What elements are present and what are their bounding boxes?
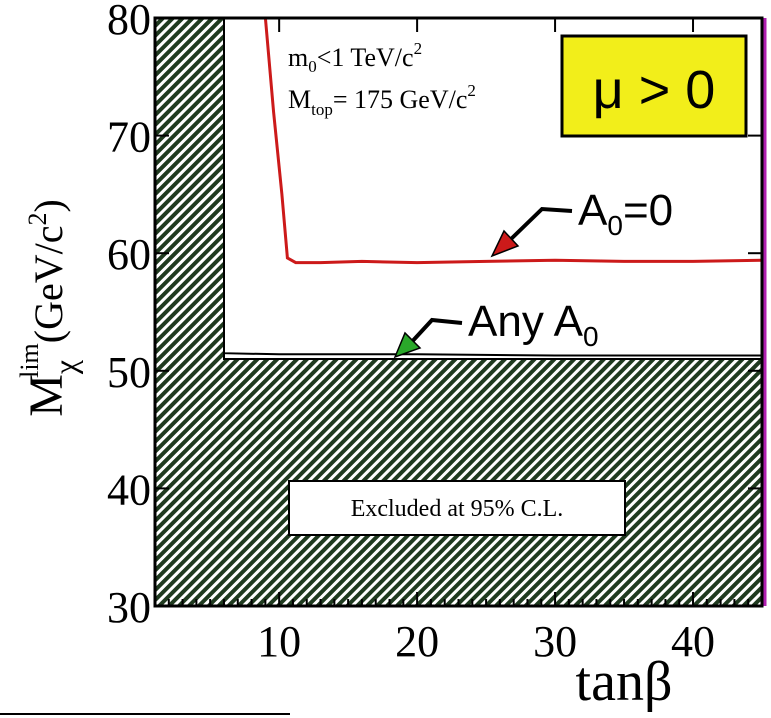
annotation-mtop: Mtop= 175 GeV/c2 <box>288 81 476 119</box>
series-line-any-a0 <box>223 18 762 357</box>
arrow-head-a0-zero-icon <box>490 229 520 258</box>
series-label-a0-zero: A0=0 <box>578 186 673 241</box>
mu-label-box <box>560 34 748 138</box>
arrow-a0-zero <box>508 206 573 242</box>
excluded-label-box <box>288 480 626 536</box>
y-tick-label: 50 <box>107 348 151 397</box>
y-tick-label: 30 <box>107 583 151 632</box>
arrow-any-a0 <box>406 317 463 348</box>
y-label-unit-close: ) <box>26 199 71 212</box>
y-label-unit: (GeV/c <box>26 226 71 344</box>
x-tick-label: 10 <box>257 617 301 666</box>
y-axis-label: Mχlim(GeV/c2) <box>15 199 83 417</box>
x-tick-label: 20 <box>395 617 439 666</box>
y-tick-label: 60 <box>107 230 151 279</box>
y-tick-label: 80 <box>107 0 151 44</box>
y-label-base: M <box>20 374 73 417</box>
x-tick-label: 40 <box>671 617 715 666</box>
y-tick-labels: 30 40 50 60 70 80 <box>107 0 151 632</box>
mu-label: μ > 0 <box>593 60 716 120</box>
arrow-head-any-a0-icon <box>393 331 422 359</box>
series-line-a0-zero <box>263 17 763 265</box>
y-tick-label: 40 <box>107 465 151 514</box>
series-label-any-a0: Any A0 <box>468 297 599 352</box>
annotation-m0-limit: m0<1 TeV/c2 <box>288 39 422 76</box>
excluded-label: Excluded at 95% C.L. <box>351 496 564 522</box>
axis-ticks <box>155 17 762 607</box>
y-label-unit-power: 2 <box>23 213 52 226</box>
y-tick-label: 70 <box>107 113 151 162</box>
y-label-superscript: lim <box>15 343 44 378</box>
x-tick-label: 30 <box>533 617 577 666</box>
x-tick-labels: 10 20 30 40 <box>257 617 715 666</box>
x-axis-label: tanβ <box>576 651 673 713</box>
y-label-subscript: χ <box>47 359 83 375</box>
